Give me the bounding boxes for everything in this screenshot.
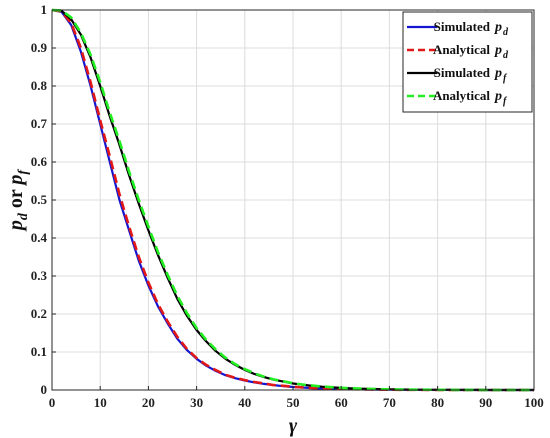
legend-label-1: Analytical: [433, 42, 490, 57]
x-tick-label: 20: [142, 395, 155, 410]
legend-label-2: Simulated: [434, 65, 491, 80]
y-tick-label: 0.2: [31, 306, 47, 321]
y-label-p-f: p: [5, 175, 27, 187]
x-tick-label: 100: [524, 395, 544, 410]
legend-subscript-0: d: [503, 27, 509, 38]
y-tick-label: 1: [41, 2, 48, 17]
y-tick-label: 0.7: [31, 116, 48, 131]
x-tick-label: 40: [238, 395, 251, 410]
y-axis-label: pd or pf: [5, 169, 31, 233]
x-tick-label: 10: [94, 395, 107, 410]
y-tick-label: 0.8: [31, 78, 48, 93]
x-axis-label: γ: [289, 415, 298, 437]
x-tick-label: 0: [49, 395, 56, 410]
legend-symbol-0: p: [494, 20, 502, 35]
x-tick-label: 70: [383, 395, 396, 410]
x-tick-label: 80: [431, 395, 444, 410]
legend-label-3: Analytical: [433, 88, 490, 103]
x-tick-label: 50: [287, 395, 300, 410]
legend-symbol-1: p: [494, 43, 502, 58]
y-tick-label: 0.4: [31, 230, 48, 245]
x-tick-label: 90: [479, 395, 492, 410]
y-tick-label: 0.9: [31, 40, 48, 55]
legend-subscript-1: d: [503, 50, 509, 61]
legend-label-0: Simulated: [434, 19, 491, 34]
x-tick-label: 30: [190, 395, 203, 410]
legend-symbol-2: p: [494, 66, 502, 81]
legend-symbol-3: p: [494, 89, 502, 104]
y-label-sub-f: f: [16, 169, 31, 175]
y-label-or: or: [5, 185, 27, 214]
y-tick-label: 0: [41, 382, 48, 397]
y-ticks: 0 0.1 0.2 0.3 0.4 0.5 0.6 0.7 0.8 0.9 1: [31, 2, 56, 397]
y-tick-label: 0.3: [31, 268, 48, 283]
legend-subscript-2: f: [503, 73, 508, 84]
y-tick-label: 0.5: [31, 192, 48, 207]
x-ticks: 0 10 20 30 40 50 60 70 80 90 100: [49, 386, 544, 410]
y-tick-label: 0.1: [31, 344, 47, 359]
legend-subscript-3: f: [503, 96, 508, 107]
y-label-p-d: p: [5, 220, 27, 232]
x-tick-label: 60: [335, 395, 348, 410]
y-label-sub-d: d: [16, 212, 31, 220]
y-tick-label: 0.6: [31, 154, 48, 169]
